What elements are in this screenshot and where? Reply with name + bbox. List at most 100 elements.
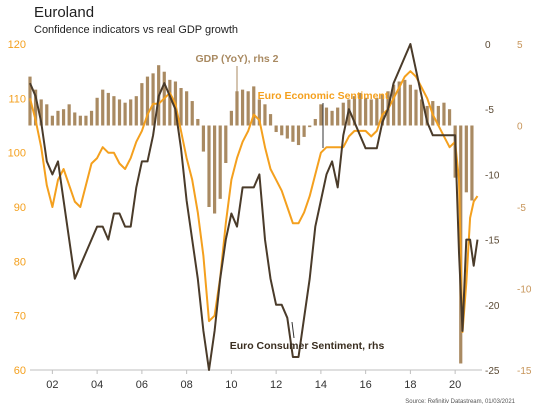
x-axis-tick-label: 14	[315, 379, 327, 391]
gdp-bar	[112, 96, 116, 126]
gdp-bar	[425, 105, 429, 126]
gdp-bar	[196, 118, 200, 126]
x-axis-tick-label: 20	[449, 379, 461, 391]
gdp-bar	[61, 109, 66, 126]
gdp-bar	[470, 125, 474, 201]
gdp-bar	[280, 125, 284, 136]
gdp-bar	[95, 97, 99, 126]
gdp-bar	[50, 115, 54, 126]
consumer-series-line	[29, 43, 479, 371]
gdp-bar	[291, 125, 295, 142]
gdp-bar	[414, 89, 418, 126]
gdp-bar	[330, 110, 334, 126]
chart-title: Euroland	[34, 4, 95, 21]
gdp-bar	[179, 88, 183, 126]
gdp-bar	[369, 99, 373, 126]
axes-layer: 60708090100110120-25-20-15-10-50-15-10-5…	[8, 39, 532, 391]
gdp-bar	[397, 81, 401, 126]
gdp-bar	[134, 96, 138, 126]
gdp-bar	[252, 86, 256, 126]
gdp-bar	[358, 92, 362, 126]
gdp-bar	[319, 104, 323, 126]
rhs1-axis-tick-label: -25	[485, 366, 500, 377]
gdp-bar	[308, 125, 312, 128]
gdp-bar	[268, 114, 273, 126]
gdp-bar	[447, 109, 452, 126]
lines-layer	[29, 43, 479, 371]
gdp-bar	[151, 73, 155, 126]
gdp-bar	[352, 96, 357, 126]
rhs2-axis-tick-label: 0	[517, 122, 523, 133]
gdp-bar	[207, 125, 211, 207]
gdp-bar	[436, 105, 440, 126]
gdp-bar	[190, 101, 194, 126]
gdp-bars-layer	[28, 65, 474, 364]
rhs2-axis-tick-label: 5	[517, 40, 523, 51]
gdp-bar	[235, 91, 239, 126]
x-axis-tick-label: 10	[225, 379, 237, 391]
esi-series-line	[29, 70, 479, 333]
gdp-bar	[39, 99, 43, 126]
source-note: Source: Refinitiv Datastream, 01/03/2021	[405, 399, 515, 405]
x-axis-tick-label: 02	[46, 379, 58, 391]
rhs1-axis-tick-label: -5	[485, 105, 494, 116]
gdp-bar	[263, 104, 267, 126]
x-axis-tick-label: 16	[360, 379, 372, 391]
gdp-bar	[419, 99, 424, 126]
gdp-bar	[224, 125, 228, 163]
gdp-bar	[240, 89, 245, 126]
gdp-bar	[185, 91, 189, 126]
rhs2-axis-tick-label: -15	[517, 366, 532, 377]
gdp-bar	[129, 99, 133, 126]
gdp-bar	[296, 125, 301, 146]
rhs1-axis-tick-label: 0	[485, 40, 491, 51]
esi-annotation-label: Euro Economic Sentiment	[258, 90, 389, 102]
x-axis-tick-label: 04	[91, 379, 103, 391]
gdp-bar	[123, 102, 127, 126]
gdp-bar	[45, 104, 49, 126]
gdp-bar	[145, 76, 150, 126]
gdp-bar	[257, 99, 261, 126]
gdp-bar	[101, 89, 105, 126]
gdp-bar	[392, 84, 396, 126]
gdp-bar	[168, 79, 172, 126]
left-axis-tick-label: 80	[14, 256, 26, 268]
left-axis-tick-label: 120	[8, 39, 26, 51]
rhs2-axis-tick-label: -10	[517, 285, 532, 296]
gdp-bar	[302, 125, 306, 137]
x-axis-tick-label: 12	[270, 379, 282, 391]
x-axis-tick-label: 18	[404, 379, 416, 391]
rhs1-axis-tick-label: -20	[485, 301, 500, 312]
gdp-bar	[285, 125, 289, 139]
gdp-bar	[56, 110, 60, 126]
labels-layer: GDP (YoY), rhs 2 Euro Economic Sentiment E…	[195, 53, 388, 352]
gdp-bar	[117, 99, 122, 126]
left-axis-tick-label: 70	[14, 311, 26, 323]
gdp-bar	[218, 125, 222, 199]
rhs1-axis-tick-label: -10	[485, 170, 500, 181]
left-axis-tick-label: 90	[14, 202, 26, 214]
gdp-bar	[408, 84, 412, 126]
gdp-bar	[201, 125, 206, 152]
consumer-annotation-pointer	[291, 321, 295, 339]
chart-subtitle: Confidence indicators vs real GDP growth	[34, 24, 239, 36]
gdp-bar	[229, 110, 233, 126]
x-axis-tick-label: 08	[181, 379, 193, 391]
left-axis-tick-label: 100	[8, 148, 26, 160]
gdp-bar	[464, 125, 468, 193]
gdp-annotation-label: GDP (YoY), rhs 2	[195, 53, 278, 65]
x-axis-tick-label: 06	[136, 379, 148, 391]
rhs2-axis-tick-label: -5	[517, 203, 526, 214]
left-axis-tick-label: 110	[8, 93, 26, 105]
gdp-bar	[213, 125, 217, 214]
gdp-bar	[106, 92, 110, 126]
gdp-bar	[341, 102, 345, 126]
gdp-bar	[324, 107, 329, 126]
gdp-bar	[380, 94, 385, 126]
gdp-bar	[336, 107, 340, 126]
gdp-bar	[403, 79, 407, 126]
gdp-bar	[78, 115, 82, 126]
gdp-bar	[89, 110, 94, 126]
